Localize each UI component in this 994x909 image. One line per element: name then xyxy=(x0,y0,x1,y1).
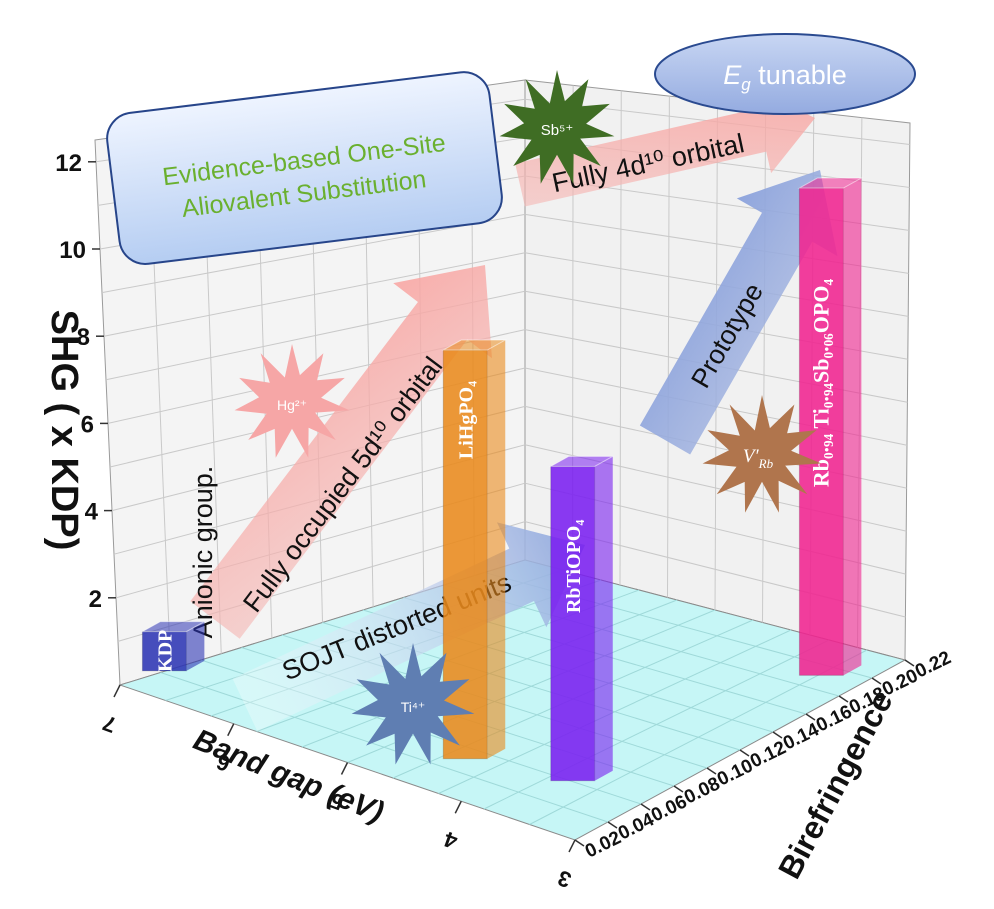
y-tick-mark xyxy=(871,677,882,685)
x-tick-label: 3 xyxy=(554,865,574,893)
z-tick-label: 6 xyxy=(81,411,94,438)
fully-4d-arrow-shape xyxy=(515,87,816,207)
grid-line xyxy=(529,649,868,825)
anionic-label: Anionic group. xyxy=(188,466,218,639)
bar-top xyxy=(548,455,615,467)
x-tick-label: 4 xyxy=(440,826,461,854)
z-tick-label: 4 xyxy=(85,499,99,526)
y-tick-mark xyxy=(904,659,915,667)
bar-side xyxy=(843,178,862,676)
x-tick-mark xyxy=(113,684,121,698)
bar-front xyxy=(141,631,187,672)
bar-side xyxy=(594,456,613,781)
y-tick-mark xyxy=(739,749,750,757)
bar-2 xyxy=(548,455,615,782)
y-tick-mark xyxy=(607,821,618,829)
tunable-e: E xyxy=(723,60,742,90)
bar-label-rbtiopo4: RbTiOPO₄ xyxy=(563,520,585,613)
x-tick-mark xyxy=(340,762,349,775)
prototype-arrow xyxy=(639,170,838,455)
v-star-label: V′Rb xyxy=(743,446,774,471)
occupied-5d-arrow-shape xyxy=(190,264,492,639)
grid-line xyxy=(667,96,670,598)
y-tick-mark xyxy=(673,785,684,793)
ti-star-label: Ti⁴⁺ xyxy=(401,699,426,715)
bar-label-lihgpo4: LiHgPO₄ xyxy=(455,381,477,459)
bar-front xyxy=(550,465,596,782)
x-tick-label: 7 xyxy=(99,710,119,738)
grid-line xyxy=(438,629,792,794)
z-axis-title: SHG ( x KDP) xyxy=(43,310,85,551)
bar-side xyxy=(487,340,506,759)
y-tick-mark xyxy=(640,803,651,811)
bar-label-kdp: KDP xyxy=(154,630,176,672)
y-tick-mark xyxy=(574,839,585,847)
bar-0 xyxy=(140,621,207,672)
strategy-box xyxy=(106,71,503,265)
tunable-rest: tunable xyxy=(751,60,847,90)
x-tick-mark xyxy=(227,723,235,737)
y-tick-mark xyxy=(838,695,849,703)
fully-4d-arrow xyxy=(515,87,816,207)
sb-star-label: Sb⁵⁺ xyxy=(541,122,573,139)
z-tick-label: 8 xyxy=(77,324,90,351)
x-tick-mark xyxy=(454,800,462,814)
y-tick-mark xyxy=(805,713,816,721)
z-tick-label: 2 xyxy=(89,586,102,613)
tunable-g: g xyxy=(741,75,751,94)
v-star xyxy=(702,395,822,513)
y-tick-mark xyxy=(772,731,783,739)
hg-star-label: Hg²⁺ xyxy=(277,397,307,413)
bar-side xyxy=(186,621,205,671)
sb-star xyxy=(499,70,615,184)
bar-top xyxy=(797,177,864,189)
tunable-ellipse xyxy=(654,33,916,115)
prototype-arrow-shape xyxy=(639,170,838,455)
bar-label-rbtisbopo4: Rb₀.₉₄ Ti₀.₉₄Sb₀.₀₆OPO₄ xyxy=(808,279,833,488)
bar-top xyxy=(140,621,207,633)
v-star-sub: Rb xyxy=(758,456,774,471)
hg-star xyxy=(234,344,350,458)
tunable-label: Eg tunable xyxy=(723,60,847,94)
z-tick-label: 12 xyxy=(55,150,82,177)
bar-top xyxy=(441,339,508,351)
x-tick-mark xyxy=(568,839,576,853)
ti-star xyxy=(351,643,475,765)
occupied-5d-arrow xyxy=(190,264,492,639)
y-tick-label: 0.22 xyxy=(912,647,954,682)
z-tick-label: 10 xyxy=(59,237,86,264)
y-tick-mark xyxy=(706,767,717,775)
grid-line xyxy=(483,639,830,810)
